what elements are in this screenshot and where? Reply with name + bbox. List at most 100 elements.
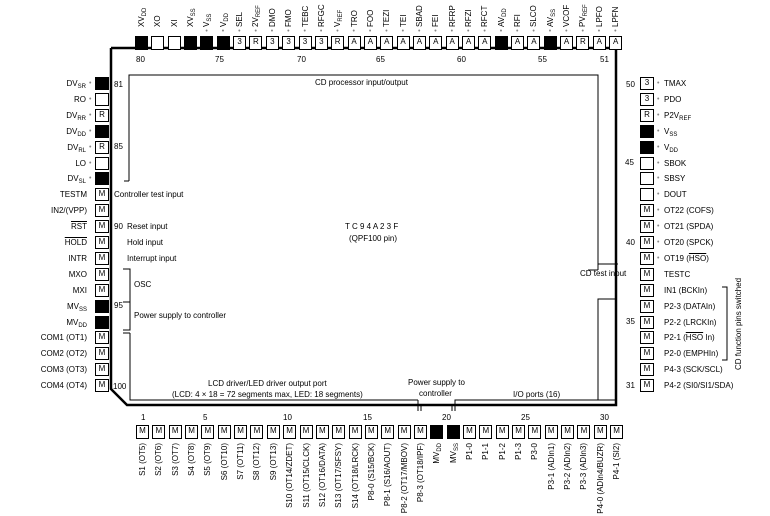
pin-label-15: P8-0 (S15/BCK) xyxy=(366,443,376,501)
pin-dot-57: • xyxy=(516,28,519,35)
pin-label-62: FEI xyxy=(431,14,441,27)
pin-label-79: XO xyxy=(153,15,163,27)
lcd-label-line1: LCD driver/LED driver output port xyxy=(208,379,327,388)
pin-label-40: OT20 (SPCK) xyxy=(664,238,714,247)
pin-dot-48: • xyxy=(657,111,660,119)
pin-59: A xyxy=(478,36,492,50)
pin-dot-82: • xyxy=(89,95,92,103)
pin-label-11: S11 (OT15/CLCK) xyxy=(301,443,311,508)
pin-23: M xyxy=(495,425,509,439)
interrupt-label: Interrupt input xyxy=(127,254,177,263)
pin-89: M xyxy=(95,204,109,218)
pin-number-85: 85 xyxy=(114,142,123,151)
pin-dot-84: • xyxy=(89,127,92,135)
pin-number-15: 15 xyxy=(363,413,372,422)
pin-number-51: 51 xyxy=(600,55,609,64)
pin-38: M xyxy=(640,267,654,281)
pin-dot-53: • xyxy=(581,28,584,35)
pin-50: 3 xyxy=(640,77,654,90)
pin-label-2: S2 (OT6) xyxy=(154,443,164,476)
pin-label-13: S13 (OT17/SFSY) xyxy=(334,443,344,508)
pin-number-30: 30 xyxy=(600,413,609,422)
pin-24: M xyxy=(512,425,526,439)
pin-label-92: INTR xyxy=(68,253,87,263)
pin-dot-45: • xyxy=(657,159,660,167)
pin-dot-76: • xyxy=(205,28,208,35)
pin-dot-87: • xyxy=(89,175,92,183)
pin-88: M xyxy=(95,188,109,202)
pin-label-14: S14 (OT18/LRCK) xyxy=(350,443,360,509)
pin-57: A xyxy=(511,36,525,50)
pin-label-60: RFZI xyxy=(464,9,473,27)
pin-35: M xyxy=(640,315,654,329)
pin-dot-72: • xyxy=(270,28,274,35)
pin-label-100: COM4 (OT4) xyxy=(40,381,87,391)
pin-100: M xyxy=(95,379,109,393)
pin-label-84: DVDD xyxy=(66,126,86,138)
pin-number-80: 80 xyxy=(136,55,145,64)
pin-label-28: P3-3 (ADIn3) xyxy=(579,443,589,490)
pin-13: M xyxy=(332,425,346,439)
pin-number-70: 70 xyxy=(297,55,306,64)
pin-label-58: AVDD xyxy=(496,8,508,27)
pin-label-68: VREF xyxy=(333,9,345,27)
pin-dot-67: • xyxy=(352,28,355,35)
pin-83: R xyxy=(95,108,109,122)
pin-53: R xyxy=(576,36,590,50)
pin-40: M xyxy=(640,236,654,249)
pin-label-16: P8-1 (S16/AOUT) xyxy=(383,443,393,507)
pin-label-82: RO xyxy=(74,94,86,104)
pin-label-31: P4-2 (SI0/SI1/SDA) xyxy=(664,381,734,391)
cd-io-label: CD processor input/output xyxy=(315,78,408,87)
pin-93: M xyxy=(95,267,109,281)
controller-test-label: Controller test input xyxy=(114,190,184,199)
pin-92: M xyxy=(95,251,109,265)
pin-16: M xyxy=(381,425,395,439)
pin-74: 3 xyxy=(233,36,247,50)
pin-60: A xyxy=(462,36,475,50)
pin-80 xyxy=(135,36,148,50)
pin-number-81: 81 xyxy=(114,80,123,89)
pin-68: R xyxy=(331,36,345,50)
pin-14: M xyxy=(348,425,362,439)
io-ports-label: I/O ports (16) xyxy=(513,390,561,399)
pin-28: M xyxy=(577,425,591,439)
pin-dot-75: • xyxy=(221,28,225,35)
pin-label-54: VCOF xyxy=(562,4,572,27)
pin-number-65: 65 xyxy=(376,55,385,64)
pin-label-81: DVSR xyxy=(66,79,86,90)
pin-45 xyxy=(640,156,654,170)
pin-19 xyxy=(430,425,444,439)
pin-17: M xyxy=(397,425,411,439)
pin-dot-51: • xyxy=(614,28,617,35)
pin-7: M xyxy=(234,425,248,439)
pin-dot-59: • xyxy=(483,28,486,35)
pin-15: M xyxy=(364,425,378,439)
pin-label-34: P2-1 (HSO In) xyxy=(664,333,715,343)
pin-label-91: HOLD xyxy=(64,238,87,247)
pin-label-55: AVSS xyxy=(545,8,557,27)
pin-label-99: COM3 (OT3) xyxy=(40,365,87,375)
chip-part-number: T C 9 4 A 2 3 F xyxy=(345,222,399,231)
pin-label-4: S4 (OT8) xyxy=(187,443,197,476)
power-bottom-label-1: Power supply to xyxy=(408,378,465,387)
pin-73: R xyxy=(249,36,263,50)
pin-label-6: S6 (OT10) xyxy=(219,443,229,481)
pin-label-37: IN1 (BCKIn) xyxy=(664,285,708,295)
pin-label-61: RFRP xyxy=(447,5,457,27)
pin-27: M xyxy=(561,425,575,439)
pin-76 xyxy=(200,36,214,50)
pin-98: M xyxy=(95,347,109,361)
pin-number-75: 75 xyxy=(215,55,224,64)
pin-label-88: TESTM xyxy=(59,190,87,200)
pin-number-60: 60 xyxy=(457,55,466,64)
pin-number-10: 10 xyxy=(283,413,292,422)
pin-label-8: S8 (OT12) xyxy=(252,443,262,481)
pin-label-46: VDD xyxy=(664,142,679,154)
pin-dot-74: • xyxy=(238,28,241,35)
pin-label-73: 2VREF xyxy=(251,5,263,27)
pin-51: A xyxy=(609,36,623,50)
pin-46 xyxy=(640,140,654,154)
pin-label-41: OT21 (SPDA) xyxy=(664,222,714,232)
pin-label-56: SLCO xyxy=(529,5,539,27)
